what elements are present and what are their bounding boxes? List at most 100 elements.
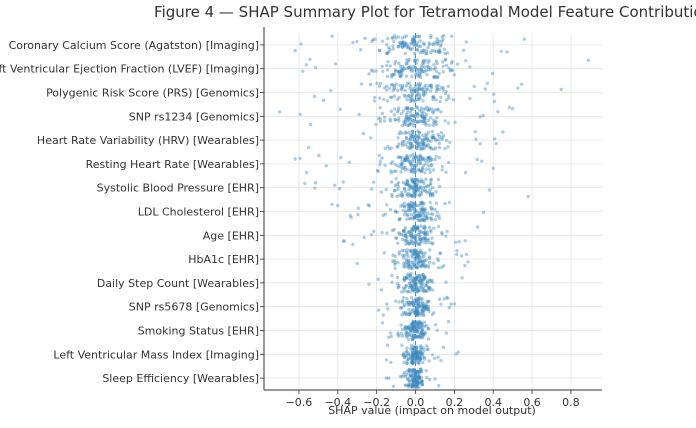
shap-point: [414, 134, 418, 138]
shap-point: [385, 88, 389, 92]
shap-point: [396, 136, 400, 140]
shap-point: [418, 75, 423, 80]
shap-point: [407, 45, 411, 49]
shap-point: [417, 87, 422, 92]
shap-point: [400, 237, 405, 242]
shap-point: [418, 320, 422, 325]
shap-point: [437, 156, 442, 160]
shap-point: [409, 177, 413, 181]
shap-point: [412, 289, 416, 293]
shap-point: [406, 46, 410, 50]
shap-point: [412, 289, 416, 293]
shap-point: [411, 377, 416, 382]
shap-point: [419, 68, 424, 72]
shap-point: [400, 45, 405, 49]
shap-point: [412, 88, 416, 93]
shap-point: [406, 263, 410, 267]
shap-point: [420, 322, 424, 326]
shap-point: [387, 147, 391, 151]
shap-point: [414, 351, 418, 355]
shap-point: [336, 203, 340, 208]
shap-point: [415, 370, 419, 374]
shap-point: [428, 89, 433, 93]
shap-point: [421, 334, 425, 338]
shap-point: [420, 327, 424, 331]
shap-point: [421, 332, 426, 337]
shap-point: [423, 236, 427, 241]
shap-point: [422, 302, 426, 306]
shap-point: [403, 94, 407, 99]
shap-point: [423, 264, 428, 268]
shap-point: [410, 106, 414, 111]
shap-point: [446, 93, 451, 98]
shap-point: [416, 226, 420, 230]
shap-point: [439, 110, 443, 114]
shap-point: [415, 88, 419, 92]
shap-point: [386, 307, 390, 311]
shap-point: [390, 36, 394, 40]
shap-point: [401, 373, 406, 377]
shap-point: [440, 137, 444, 141]
shap-point: [405, 123, 409, 127]
shap-point: [413, 99, 417, 103]
shap-point: [434, 89, 439, 94]
shap-point: [417, 273, 421, 278]
shap-point: [393, 34, 397, 38]
shap-point: [430, 278, 434, 282]
shap-point: [419, 331, 423, 335]
shap-point: [408, 115, 412, 119]
shap-point: [418, 319, 422, 324]
feature-label: Sleep Efficiency [Wearables]: [102, 372, 259, 385]
shap-point: [417, 193, 421, 197]
shap-point: [402, 264, 406, 268]
shap-point: [404, 313, 409, 317]
shap-point: [415, 356, 419, 360]
shap-point: [420, 110, 424, 114]
shap-point: [401, 84, 405, 88]
shap-point: [422, 181, 426, 185]
shap-point: [407, 159, 411, 164]
shap-point: [411, 235, 415, 239]
shap-point: [398, 306, 403, 310]
shap-point: [404, 284, 408, 288]
shap-point: [356, 206, 360, 210]
shap-point: [407, 333, 412, 338]
shap-point: [424, 289, 429, 293]
shap-point: [432, 67, 436, 71]
shap-point: [408, 311, 413, 316]
shap-point: [416, 256, 421, 260]
shap-point: [408, 116, 412, 121]
shap-point: [411, 156, 416, 160]
shap-point: [404, 383, 408, 388]
shap-point: [418, 230, 422, 235]
shap-point: [428, 158, 433, 163]
shap-point: [427, 285, 431, 290]
shap-point: [417, 299, 421, 303]
shap-point: [409, 141, 413, 145]
shap-point: [420, 63, 424, 68]
shap-point: [303, 181, 307, 186]
shap-point: [421, 303, 425, 307]
shap-point: [415, 378, 419, 382]
shap-point: [406, 241, 410, 245]
shap-point: [404, 34, 409, 38]
shap-point: [437, 216, 441, 221]
shap-point: [416, 303, 420, 308]
shap-point: [402, 201, 407, 205]
shap-point: [414, 233, 418, 237]
shap-point: [383, 115, 387, 119]
shap-point: [420, 156, 425, 160]
shap-point: [418, 334, 422, 338]
shap-point: [416, 134, 421, 138]
shap-point: [423, 90, 427, 94]
shap-point: [423, 275, 427, 279]
shap-point: [409, 248, 413, 253]
shap-point: [417, 353, 422, 357]
shap-point: [421, 213, 426, 218]
shap-point: [374, 122, 378, 127]
shap-point: [478, 115, 482, 119]
shap-point: [420, 297, 424, 301]
shap-point: [478, 142, 482, 146]
shap-point: [411, 177, 415, 181]
shap-point: [422, 115, 427, 120]
